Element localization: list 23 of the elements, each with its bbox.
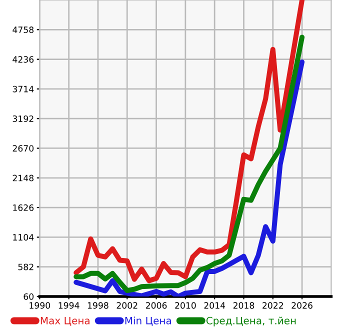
x-tick-label: 2018 <box>233 302 254 309</box>
y-tick-label: 3714 <box>12 86 34 92</box>
legend-label: Сред.Цена, т.йен <box>206 316 296 326</box>
y-tick-label: 3192 <box>12 115 34 122</box>
x-tick-label: 2026 <box>292 302 312 309</box>
legend-label: Max Цена <box>40 316 90 326</box>
x-tick-label: 2002 <box>116 302 138 309</box>
y-tick-label: 582 <box>18 264 34 270</box>
legend-label: Min Цена <box>125 316 171 326</box>
x-tick-label: 2014 <box>204 302 226 309</box>
y-tick-label: 2148 <box>12 174 34 182</box>
x-tick-label: 2006 <box>146 302 167 309</box>
x-tick-label: 2022 <box>262 302 283 309</box>
y-tick-label: 1626 <box>13 204 34 211</box>
x-tick-label: 2010 <box>175 302 196 309</box>
x-tick-label: 1998 <box>88 302 108 309</box>
y-tick-label: 4236 <box>12 56 34 63</box>
y-tick-label: 2670 <box>12 145 34 152</box>
y-tick-label: 1104 <box>13 234 34 241</box>
x-tick-label: 1994 <box>58 302 80 309</box>
y-tick-label: 60 <box>24 293 34 300</box>
x-tick-label: 1990 <box>30 302 50 309</box>
y-tick-label: 4758 <box>12 26 34 34</box>
